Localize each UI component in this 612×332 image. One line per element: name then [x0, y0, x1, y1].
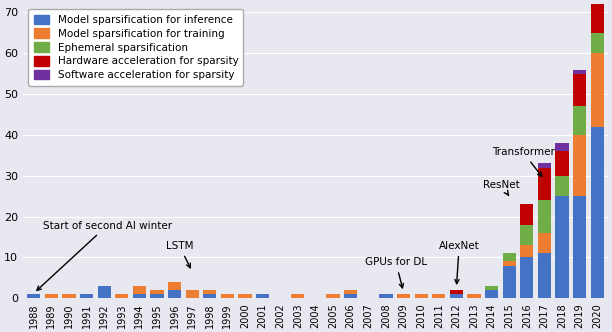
Bar [573, 69, 586, 74]
Bar [133, 294, 146, 298]
Bar [538, 253, 551, 298]
Text: ResNet: ResNet [483, 180, 520, 195]
Bar [168, 282, 181, 290]
Text: Start of second AI winter: Start of second AI winter [37, 221, 171, 290]
Bar [239, 294, 252, 298]
Bar [556, 151, 569, 176]
Bar [502, 253, 516, 262]
Bar [203, 294, 217, 298]
Bar [151, 294, 163, 298]
Bar [591, 127, 604, 298]
Bar [379, 294, 392, 298]
Bar [520, 204, 534, 225]
Bar [538, 200, 551, 233]
Bar [573, 135, 586, 196]
Bar [520, 225, 534, 245]
Bar [397, 294, 410, 298]
Bar [556, 176, 569, 196]
Bar [520, 245, 534, 257]
Bar [450, 294, 463, 298]
Bar [97, 286, 111, 298]
Bar [591, 0, 604, 4]
Bar [62, 294, 75, 298]
Bar [133, 286, 146, 294]
Bar [556, 196, 569, 298]
Bar [502, 266, 516, 298]
Bar [80, 294, 93, 298]
Bar [538, 163, 551, 168]
Bar [414, 294, 428, 298]
Bar [538, 233, 551, 253]
Text: GPUs for DL: GPUs for DL [365, 257, 427, 288]
Bar [27, 294, 40, 298]
Bar [256, 294, 269, 298]
Bar [573, 74, 586, 106]
Bar [485, 286, 498, 290]
Bar [151, 290, 163, 294]
Bar [538, 168, 551, 200]
Legend: Model sparsification for inference, Model sparsification for training, Ephemeral: Model sparsification for inference, Mode… [28, 9, 244, 86]
Bar [573, 106, 586, 135]
Text: Transformer: Transformer [491, 147, 554, 176]
Bar [573, 196, 586, 298]
Bar [326, 294, 340, 298]
Bar [221, 294, 234, 298]
Bar [591, 53, 604, 127]
Bar [485, 290, 498, 298]
Bar [185, 290, 199, 298]
Bar [203, 290, 217, 294]
Text: LSTM: LSTM [166, 241, 193, 268]
Bar [344, 290, 357, 294]
Bar [45, 294, 58, 298]
Bar [344, 294, 357, 298]
Bar [556, 143, 569, 151]
Bar [591, 33, 604, 53]
Text: AlexNet: AlexNet [439, 241, 480, 284]
Bar [168, 290, 181, 298]
Bar [291, 294, 305, 298]
Bar [468, 294, 480, 298]
Bar [432, 294, 446, 298]
Bar [591, 4, 604, 33]
Bar [115, 294, 129, 298]
Bar [450, 290, 463, 294]
Bar [502, 262, 516, 266]
Bar [520, 257, 534, 298]
